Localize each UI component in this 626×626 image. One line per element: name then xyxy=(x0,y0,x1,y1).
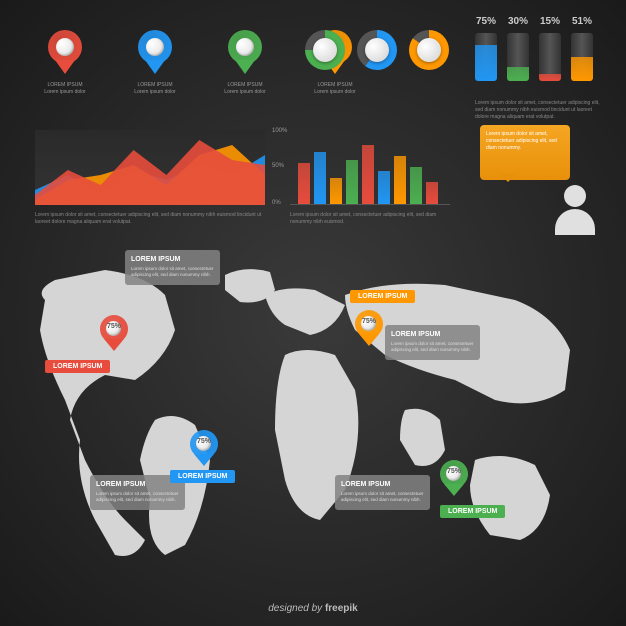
speech-bubble: Lorem ipsum dolor sit amet, consectetuer… xyxy=(480,125,570,180)
pin-marker-icon xyxy=(138,30,172,74)
callout-text: Lorem ipsum dolor sit amet, consectetuer… xyxy=(391,341,474,354)
map-pin-label: 75% xyxy=(106,323,122,330)
pin-label: LOREM IPSUMLorem ipsum dolor xyxy=(314,82,355,95)
map-pin-label: 75% xyxy=(446,468,462,475)
pin-marker-icon xyxy=(48,30,82,74)
battery-pct: 51% xyxy=(572,16,592,27)
map-pill-0: LOREM IPSUM xyxy=(45,360,110,373)
map-pin-0: 75% xyxy=(100,315,128,351)
callout-title: LOREM IPSUM xyxy=(341,481,424,488)
battery-3: 51% xyxy=(571,16,593,81)
bar-5 xyxy=(378,171,390,204)
map-callout-1: LOREM IPSUM Lorem ipsum dolor sit amet, … xyxy=(385,325,480,360)
callout-title: LOREM IPSUM xyxy=(96,481,179,488)
ytick-0: 0% xyxy=(272,200,281,206)
callout-title: LOREM IPSUM xyxy=(391,331,474,338)
batteries-row: 75% 30% 15% 51% xyxy=(475,16,593,81)
area-caption: Lorem ipsum dolor sit amet, consectetuer… xyxy=(35,212,265,226)
bar-7 xyxy=(410,167,422,204)
battery-icon xyxy=(571,33,593,81)
world-map: LOREM IPSUM Lorem ipsum dolor sit amet, … xyxy=(25,260,601,570)
donut-chart-0 xyxy=(305,30,345,70)
footer-credit: designed by freepik xyxy=(0,603,626,614)
pin-label: LOREM IPSUMLorem ipsum dolor xyxy=(224,82,265,95)
avatar-icon xyxy=(555,185,595,235)
callout-text: Lorem ipsum dolor sit amet, consectetuer… xyxy=(96,491,179,504)
battery-pct: 30% xyxy=(508,16,528,27)
battery-icon xyxy=(507,33,529,81)
bar-0 xyxy=(298,163,310,204)
battery-2: 15% xyxy=(539,16,561,81)
bar-2 xyxy=(330,178,342,204)
battery-pct: 75% xyxy=(476,16,496,27)
bar-4 xyxy=(362,145,374,204)
donut-chart-2 xyxy=(409,30,449,70)
battery-pct: 15% xyxy=(540,16,560,27)
map-callout-3: LOREM IPSUM Lorem ipsum dolor sit amet, … xyxy=(335,475,430,510)
map-pin-1: 75% xyxy=(355,310,383,346)
bar-1 xyxy=(314,152,326,204)
callout-title: LOREM IPSUM xyxy=(131,256,214,263)
callout-text: Lorem ipsum dolor sit amet, consectetuer… xyxy=(341,491,424,504)
map-pin-label: 75% xyxy=(196,438,212,445)
pin-label: LOREM IPSUMLorem ipsum dolor xyxy=(134,82,175,95)
donuts-row xyxy=(305,30,449,70)
pin-label: LOREM IPSUMLorem ipsum dolor xyxy=(44,82,85,95)
pin-group-0: LOREM IPSUMLorem ipsum dolor xyxy=(35,30,95,95)
bar-chart: 100% 50% 0% xyxy=(290,130,450,205)
continents xyxy=(25,260,601,570)
bar-caption: Lorem ipsum dolor sit amet, consectetuer… xyxy=(290,212,450,226)
area-chart xyxy=(35,130,265,205)
bar-8 xyxy=(426,182,438,204)
pin-group-1: LOREM IPSUMLorem ipsum dolor xyxy=(125,30,185,95)
pin-marker-icon xyxy=(228,30,262,74)
map-pill-3: LOREM IPSUM xyxy=(440,505,505,518)
speech-text: Lorem ipsum dolor sit amet, consectetuer… xyxy=(486,131,564,152)
pin-group-2: LOREM IPSUMLorem ipsum dolor xyxy=(215,30,275,95)
map-callout-0: LOREM IPSUM Lorem ipsum dolor sit amet, … xyxy=(125,250,220,285)
map-pin-3: 75% xyxy=(440,460,468,496)
ytick-100: 100% xyxy=(272,128,287,134)
map-pin-2: 75% xyxy=(190,430,218,466)
donut-chart-1 xyxy=(357,30,397,70)
bar-6 xyxy=(394,156,406,204)
bar-3 xyxy=(346,160,358,204)
battery-0: 75% xyxy=(475,16,497,81)
map-pin-label: 75% xyxy=(361,318,377,325)
footer-pre: designed by xyxy=(268,603,325,614)
battery-icon xyxy=(539,33,561,81)
map-pill-2: LOREM IPSUM xyxy=(170,470,235,483)
battery-caption: Lorem ipsum dolor sit amet, consectetuer… xyxy=(475,100,605,121)
battery-icon xyxy=(475,33,497,81)
ytick-50: 50% xyxy=(272,163,284,169)
callout-text: Lorem ipsum dolor sit amet, consectetuer… xyxy=(131,266,214,279)
battery-1: 30% xyxy=(507,16,529,81)
footer-brand: freepik xyxy=(325,603,358,614)
map-pill-1: LOREM IPSUM xyxy=(350,290,415,303)
